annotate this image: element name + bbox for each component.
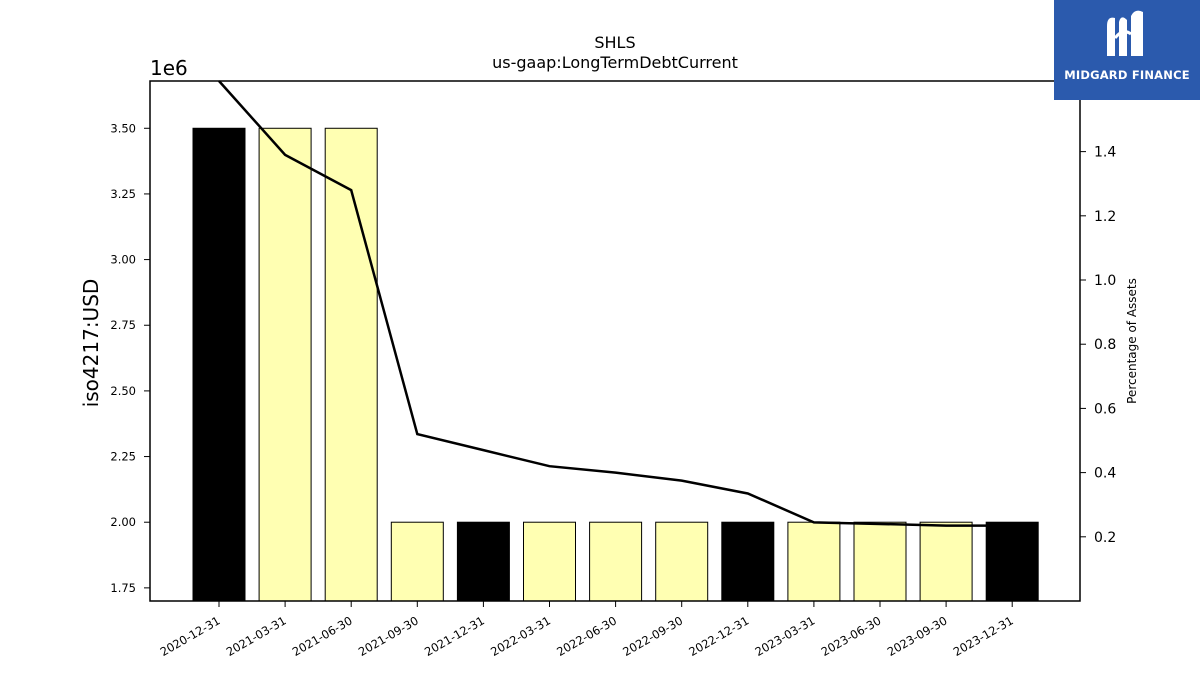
bar-2022-12-31	[721, 521, 775, 602]
y-axis-label: iso4217:USD	[79, 279, 103, 408]
x-tick-label: 2021-09-30	[356, 613, 421, 659]
brand-logo: MIDGARD FINANCE	[1054, 0, 1200, 100]
x-tick-label: 2021-06-30	[290, 613, 355, 659]
x-tick-label: 2022-06-30	[554, 613, 619, 659]
y-tick-label: 3.00	[110, 253, 136, 267]
x-tick-label: 2023-06-30	[819, 613, 884, 659]
y2-tick-label: 1.0	[1094, 273, 1116, 289]
logo-mark-icon	[1107, 10, 1143, 57]
bar-2020-12-31	[192, 127, 246, 602]
bars-group	[192, 127, 1039, 602]
x-tick-label: 2022-09-30	[620, 613, 685, 659]
chart-title: SHLS	[594, 33, 635, 52]
y-offset-label: 1e6	[150, 56, 188, 80]
bar-2022-03-31	[523, 521, 576, 602]
y-tick-label: 3.25	[110, 187, 136, 201]
y-tick-label: 2.25	[110, 450, 136, 464]
y2-axis-label: Percentage of Assets	[1125, 278, 1139, 404]
y2-tick-label: 0.2	[1094, 530, 1116, 546]
bar-2023-12-31	[985, 521, 1039, 602]
x-tick-label: 2021-03-31	[224, 613, 289, 659]
bar-2022-06-30	[589, 521, 643, 602]
y2-tick-label: 0.6	[1094, 401, 1116, 417]
y2-tick-label: 0.4	[1094, 466, 1116, 482]
x-tick-label: 2021-12-31	[422, 613, 487, 659]
percentage-line	[218, 80, 1013, 527]
y-tick-label: 2.00	[110, 515, 136, 529]
y-tick-label: 1.75	[110, 581, 136, 595]
bar-2021-06-30	[324, 127, 378, 602]
x-tick-label: 2020-12-31	[158, 613, 223, 659]
bar-2022-09-30	[655, 521, 709, 602]
y-tick-label: 2.50	[110, 384, 136, 398]
bar-2021-03-31	[258, 127, 312, 602]
logo-text: MIDGARD FINANCE	[1064, 68, 1190, 82]
chart-subtitle: us-gaap:LongTermDebtCurrent	[492, 53, 738, 72]
y2-tick-label: 1.2	[1094, 209, 1116, 225]
x-tick-label: 2023-09-30	[885, 613, 950, 659]
bar-2021-12-31	[456, 521, 510, 602]
y2-tick-label: 0.8	[1094, 337, 1116, 353]
y-tick-label: 2.75	[110, 318, 136, 332]
y-tick-label: 3.50	[110, 121, 136, 135]
x-tick-label: 2023-12-31	[951, 613, 1016, 659]
x-tick-label: 2022-03-31	[488, 613, 553, 659]
x-tick-label: 2022-12-31	[686, 613, 751, 659]
bar-2021-09-30	[390, 521, 444, 602]
plot-frame	[149, 80, 1081, 602]
bar-2023-06-30	[853, 521, 907, 602]
y2-tick-label: 1.4	[1094, 145, 1116, 161]
bar-2023-03-31	[787, 521, 841, 602]
x-tick-label: 2023-03-31	[753, 613, 818, 659]
bar-2023-09-30	[919, 521, 973, 602]
